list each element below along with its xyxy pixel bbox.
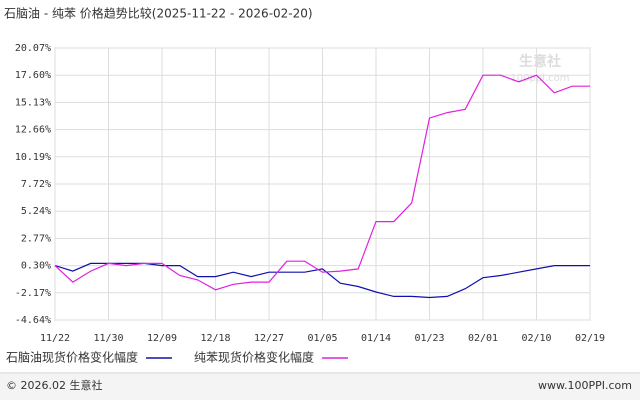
y-tick-label: 10.19% xyxy=(15,152,51,163)
x-tick-label: 12/27 xyxy=(254,333,284,344)
y-tick-label: 12.66% xyxy=(15,125,51,136)
x-tick-label: 12/18 xyxy=(200,333,230,344)
footer-right: www.100PPI.com xyxy=(538,379,632,392)
x-tick-label: 02/19 xyxy=(575,333,605,344)
watermark: 生意社 xyxy=(519,53,561,70)
y-tick-label: -4.64% xyxy=(15,315,51,326)
x-tick-label: 02/01 xyxy=(468,333,498,344)
x-tick-label: 11/30 xyxy=(93,333,123,344)
footer-band xyxy=(0,374,640,400)
y-tick-label: 20.07% xyxy=(15,43,51,54)
series-line xyxy=(54,74,590,291)
x-tick-label: 01/23 xyxy=(414,333,444,344)
x-tick-label: 02/10 xyxy=(521,333,551,344)
y-tick-label: 0.30% xyxy=(21,261,51,272)
x-tick-label: 12/09 xyxy=(147,333,177,344)
x-tick-label: 01/05 xyxy=(307,333,337,344)
y-tick-label: 2.77% xyxy=(21,233,51,244)
chart-title: 石脑油 - 纯苯 价格趋势比较(2025-11-22 - 2026-02-20) xyxy=(4,6,313,21)
x-tick-label: 01/14 xyxy=(361,333,391,344)
legend-label: 石脑油现货价格变化幅度 xyxy=(6,350,138,365)
y-tick-label: 7.72% xyxy=(21,179,51,190)
y-tick-label: 17.60% xyxy=(15,70,51,81)
y-tick-label: 5.24% xyxy=(21,206,51,217)
footer-left: © 2026.02 生意社 xyxy=(6,378,102,392)
y-tick-label: -2.17% xyxy=(15,288,51,299)
y-tick-label: 15.13% xyxy=(15,97,51,108)
x-tick-label: 11/22 xyxy=(40,333,70,344)
legend-label: 纯苯现货价格变化幅度 xyxy=(194,350,314,365)
